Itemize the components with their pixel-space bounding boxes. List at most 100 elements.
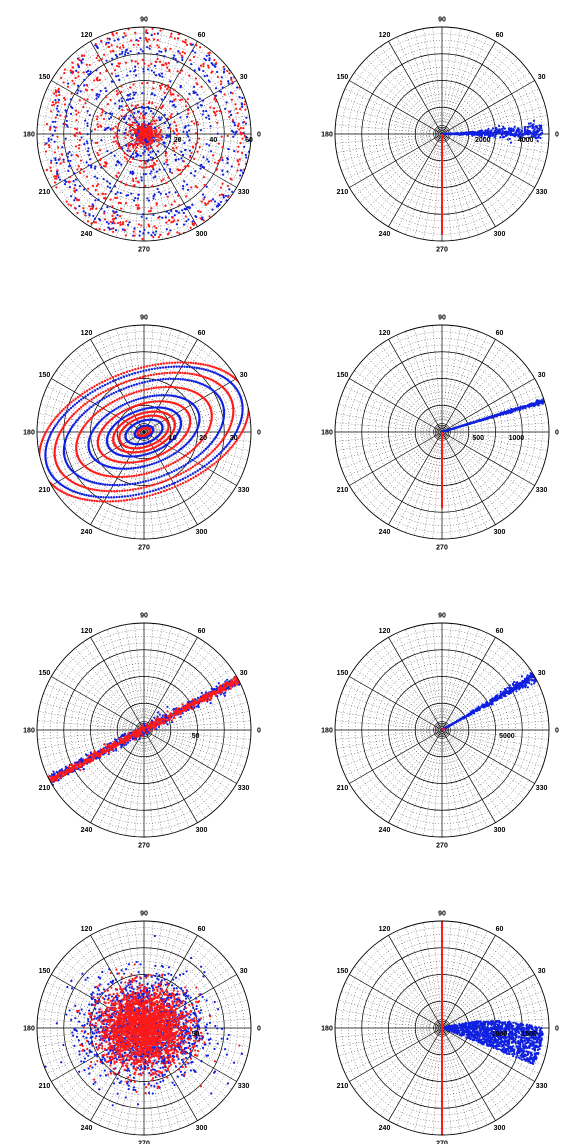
data-point <box>155 449 159 452</box>
data-point <box>508 128 512 131</box>
data-point <box>167 365 170 369</box>
data-point <box>152 119 156 122</box>
data-point <box>184 100 187 103</box>
data-point <box>77 75 80 78</box>
data-point <box>498 124 501 128</box>
radial-tick-label: 10 <box>169 435 177 442</box>
data-point <box>532 404 536 407</box>
data-point <box>123 483 127 486</box>
data-point <box>185 220 188 223</box>
data-point <box>490 414 494 418</box>
data-point <box>157 386 160 389</box>
data-point <box>129 494 132 497</box>
data-point <box>208 452 211 456</box>
data-point <box>152 235 155 239</box>
data-point <box>64 406 67 409</box>
data-point <box>89 392 92 395</box>
data-point <box>184 361 187 364</box>
data-point <box>78 184 81 188</box>
data-point <box>187 218 190 221</box>
data-point <box>157 460 160 463</box>
data-point <box>114 125 117 128</box>
data-point <box>113 222 116 225</box>
data-point <box>502 127 505 130</box>
data-point <box>139 112 143 115</box>
data-point <box>198 467 202 471</box>
data-point <box>142 115 145 118</box>
data-point <box>183 378 187 381</box>
data-point <box>157 216 160 220</box>
data-point <box>98 149 102 152</box>
data-point <box>145 369 148 372</box>
data-point <box>100 407 104 411</box>
data-point <box>526 129 529 133</box>
data-point <box>175 210 179 213</box>
data-point <box>121 109 124 112</box>
data-point <box>156 138 159 141</box>
data-point <box>239 142 242 145</box>
data-point <box>512 129 515 133</box>
data-point <box>122 46 125 49</box>
data-point <box>148 134 151 137</box>
data-point <box>148 44 152 47</box>
data-point <box>97 198 100 201</box>
data-point <box>88 399 91 403</box>
data-point <box>85 161 88 164</box>
data-point <box>128 401 131 404</box>
data-point <box>150 451 153 454</box>
data-point <box>43 777 46 780</box>
data-point <box>243 103 246 106</box>
data-point <box>160 386 163 389</box>
data-point <box>86 393 90 397</box>
data-point <box>124 51 127 54</box>
data-point <box>244 153 247 157</box>
data-point <box>165 473 168 476</box>
data-point <box>118 46 122 50</box>
data-point <box>176 480 179 483</box>
data-point <box>113 154 116 157</box>
data-point <box>154 400 157 403</box>
data-point <box>165 160 168 164</box>
data-point <box>199 452 202 456</box>
data-point <box>221 403 225 407</box>
data-point <box>112 227 115 230</box>
data-point <box>221 145 224 149</box>
data-point <box>152 386 156 390</box>
data-point <box>88 407 91 410</box>
data-point <box>237 163 240 166</box>
data-point <box>86 98 89 101</box>
data-point <box>209 442 212 446</box>
data-point <box>101 111 104 114</box>
data-point <box>145 495 149 498</box>
data-point <box>174 377 177 381</box>
data-point <box>518 128 521 131</box>
data-point <box>142 67 145 71</box>
data-point <box>147 368 151 371</box>
data-point <box>89 70 92 73</box>
data-point <box>167 135 171 138</box>
data-point <box>87 187 90 190</box>
data-point <box>95 184 98 187</box>
data-point <box>151 122 154 126</box>
data-point <box>39 466 43 469</box>
data-point <box>491 127 495 130</box>
data-point <box>195 131 198 135</box>
data-point <box>165 488 168 492</box>
data-point <box>119 147 122 150</box>
data-point <box>188 379 191 382</box>
data-point <box>116 214 119 217</box>
data-point <box>95 488 99 492</box>
data-point <box>167 219 171 222</box>
data-point <box>131 157 134 160</box>
data-point <box>67 159 70 162</box>
data-point <box>115 163 118 167</box>
data-point <box>103 500 107 503</box>
data-point <box>491 132 495 135</box>
data-point <box>173 481 177 484</box>
data-point <box>160 98 164 101</box>
data-point <box>233 124 237 127</box>
data-point <box>220 135 223 138</box>
data-point <box>66 82 70 85</box>
angle-tick-label: 240 <box>81 231 93 238</box>
data-point <box>130 59 134 62</box>
